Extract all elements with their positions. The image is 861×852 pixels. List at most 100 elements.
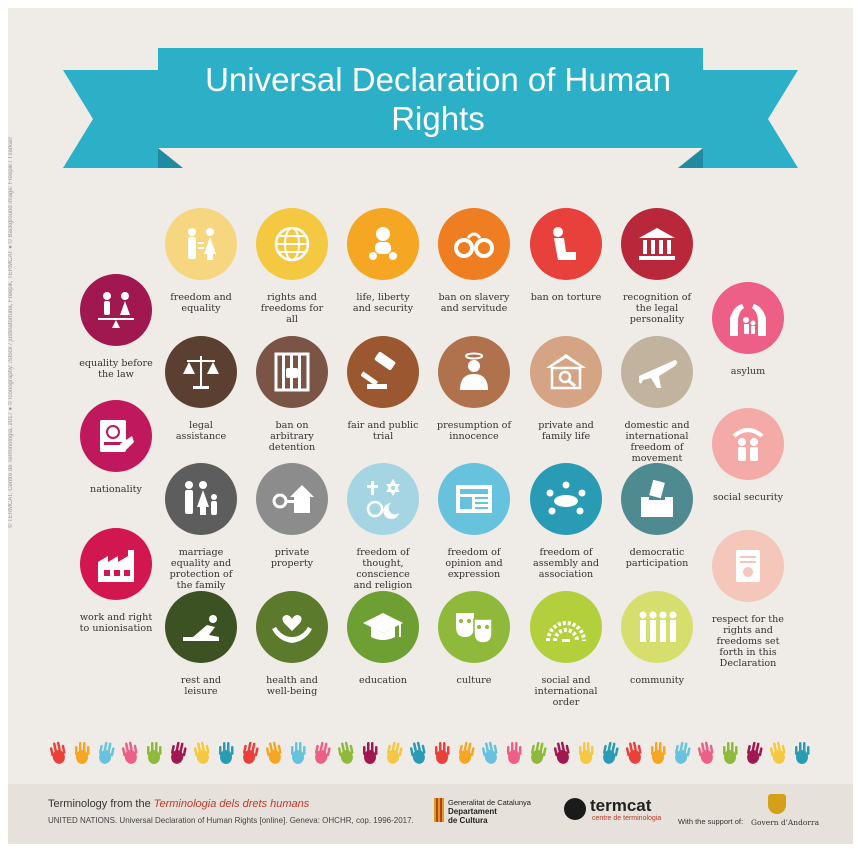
graduation-cap-icon: [363, 613, 403, 640]
footer: Terminology from the Terminologia dels d…: [8, 784, 853, 844]
handprint-icon: [579, 742, 594, 764]
handprint-icon: [409, 741, 426, 764]
halo-person-icon: [460, 352, 488, 390]
termcat-name: termcat: [590, 796, 652, 815]
handprint-icon: [219, 742, 234, 764]
right-circle: [347, 591, 419, 663]
footer-source-link[interactable]: Terminologia dels drets humans: [153, 798, 310, 810]
right-circle: [621, 463, 693, 535]
certificate-icon: [736, 550, 760, 582]
right-label: presumption of innocence: [437, 420, 512, 442]
termcat-subtitle: centre de terminologia: [592, 815, 662, 822]
right-circle: [80, 528, 152, 600]
generalitat-line2: Departament: [448, 807, 497, 816]
support-text: With the support of:: [678, 817, 744, 826]
gavel-icon: [361, 351, 396, 389]
andorra-crest-icon: [768, 794, 786, 814]
right-circle: [256, 336, 328, 408]
handprint-icon: [481, 741, 498, 764]
right-label: education: [359, 675, 407, 686]
right-circle: [712, 530, 784, 602]
termcat-logo-icon: [564, 798, 586, 820]
kneeling-person-icon: [553, 227, 576, 260]
right-item: life, liberty and security: [328, 208, 438, 314]
handprint-icon: [314, 741, 331, 764]
right-item: marriage equality and protection of the …: [146, 463, 256, 591]
handprint-icon: [602, 741, 619, 764]
right-circle: [165, 463, 237, 535]
title-banner: [63, 48, 798, 168]
right-item: domestic and international freedom of mo…: [602, 336, 712, 464]
key-house-icon: [272, 485, 314, 513]
right-circle: [256, 591, 328, 663]
right-label: democratic participation: [625, 547, 689, 569]
handprint-icon: [170, 741, 187, 764]
right-circle: [347, 463, 419, 535]
right-circle: [621, 336, 693, 408]
right-circle: [165, 591, 237, 663]
right-label: culture: [456, 675, 492, 686]
right-circle: [438, 208, 510, 280]
prison-bars-icon: [274, 352, 310, 392]
handprint-icon: [386, 741, 403, 764]
parliament-icon: [546, 621, 586, 642]
generalitat-line3: de Cultura: [448, 816, 488, 825]
right-label: private property: [270, 547, 314, 569]
reclining-person-icon: [183, 615, 219, 641]
globe-icon: [274, 226, 310, 262]
handprint-icon: [746, 741, 763, 764]
right-item: ban on arbitrary detention: [237, 336, 347, 453]
baby-icon: [369, 227, 397, 260]
right-item: freedom of thought, conscience and relig…: [328, 463, 438, 591]
right-item: health and well-being: [237, 591, 347, 697]
generalitat-line1: Generalitat de Catalunya: [448, 798, 531, 807]
handprints-decoration: [48, 736, 818, 772]
courthouse-icon: [639, 228, 675, 260]
right-item: social and international order: [511, 591, 621, 708]
right-circle: [438, 463, 510, 535]
right-item: freedom of assembly and association: [511, 463, 621, 580]
factory-icon: [98, 550, 134, 582]
right-circle: [80, 274, 152, 346]
airplane-icon: [639, 360, 677, 388]
right-circle: [438, 336, 510, 408]
right-circle: [530, 208, 602, 280]
handcuffs-icon: [454, 232, 494, 258]
people-equal-icon: [188, 228, 216, 260]
right-circle: [80, 400, 152, 472]
footer-citation: UNITED NATIONS. Universal Declaration of…: [48, 816, 414, 825]
right-item: ban on torture: [511, 208, 621, 303]
handprint-icon: [697, 741, 714, 764]
handprint-icon: [553, 741, 570, 764]
right-item: rest and leisure: [146, 591, 256, 697]
right-item: work and right to unionisation: [61, 528, 171, 634]
family-icon: [185, 481, 217, 515]
religion-symbols-icon: [366, 478, 400, 519]
handprint-icon: [507, 742, 522, 764]
handprint-icon: [49, 741, 66, 764]
heart-hands-icon: [272, 615, 312, 643]
right-label: rights and freedoms for all: [260, 292, 324, 325]
right-circle: [530, 463, 602, 535]
handprint-icon: [530, 741, 547, 764]
right-item: freedom and equality: [146, 208, 256, 314]
right-item: equality before the law: [61, 274, 171, 380]
handprint-icon: [625, 741, 642, 764]
right-circle: [256, 208, 328, 280]
right-label: ban on slavery and servitude: [438, 292, 510, 314]
handprint-icon: [651, 742, 666, 764]
right-item: freedom of opinion and expression: [419, 463, 529, 580]
catalan-flag-icon: [434, 798, 444, 822]
handprint-icon: [193, 741, 210, 764]
generalitat-logo: Generalitat de Catalunya Departament de …: [434, 798, 531, 825]
handprint-icon: [363, 742, 378, 764]
right-item: legal assistance: [146, 336, 256, 442]
justice-scale-icon: [183, 356, 219, 389]
handprint-icon: [242, 741, 259, 764]
protected-family-icon: [732, 428, 764, 461]
right-circle: [530, 591, 602, 663]
right-label: rest and leisure: [180, 675, 222, 697]
handprint-icon: [265, 741, 282, 764]
handprint-icon: [795, 742, 810, 764]
right-label: freedom and equality: [170, 292, 232, 314]
